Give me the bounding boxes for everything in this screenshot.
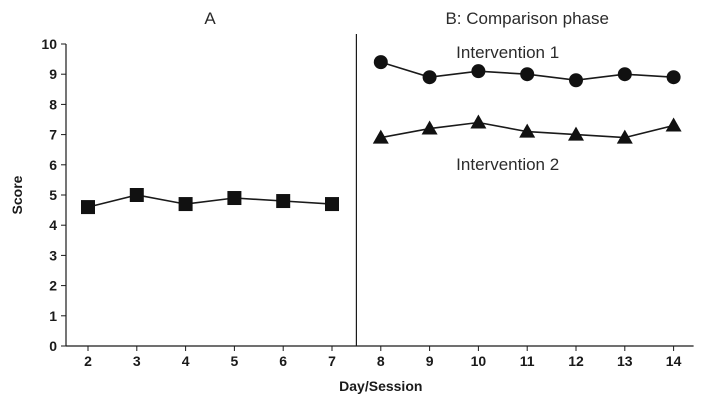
y-tick-label: 10 xyxy=(41,36,57,52)
series-label-intervention-1: Intervention 1 xyxy=(456,43,559,62)
y-tick-label: 3 xyxy=(49,247,57,263)
y-tick-label: 9 xyxy=(49,66,57,82)
phase-label-a: A xyxy=(204,9,216,28)
y-tick-label: 1 xyxy=(49,308,57,324)
x-tick-label: 9 xyxy=(426,353,434,369)
x-tick-label: 12 xyxy=(568,353,584,369)
y-tick-label: 0 xyxy=(49,338,57,354)
data-point-triangle xyxy=(568,126,584,141)
series-2 xyxy=(372,114,682,144)
data-point-square xyxy=(325,197,339,212)
data-point-square xyxy=(227,191,242,206)
x-tick-label: 10 xyxy=(471,353,487,369)
axes xyxy=(65,34,694,347)
x-tick-label: 6 xyxy=(279,353,287,369)
x-tick-label: 4 xyxy=(182,353,190,369)
phase-label-b: B: Comparison phase xyxy=(445,9,608,28)
x-tick-label: 2 xyxy=(84,353,92,369)
data-point-triangle xyxy=(421,120,438,135)
series-0 xyxy=(81,188,339,215)
data-point-circle xyxy=(520,67,535,82)
data-point-circle xyxy=(617,67,632,82)
data-point-triangle xyxy=(665,117,682,132)
data-point-circle xyxy=(569,73,583,88)
data-point-triangle xyxy=(616,129,633,144)
data-point-circle xyxy=(666,70,681,85)
y-tick-label: 5 xyxy=(49,187,57,203)
y-tick-label: 8 xyxy=(49,96,57,112)
x-tick-label: 3 xyxy=(133,353,141,369)
x-tick-label: 5 xyxy=(231,353,239,369)
y-tick-label: 7 xyxy=(49,127,57,143)
data-point-circle xyxy=(422,70,437,85)
data-point-square xyxy=(81,200,95,215)
data-point-triangle xyxy=(519,123,536,138)
data-point-circle xyxy=(373,55,388,70)
data-point-square xyxy=(129,188,144,202)
series-label-intervention-2: Intervention 2 xyxy=(456,155,559,174)
data-point-square xyxy=(276,194,291,209)
y-ticks: 0 1 2 3 4 5 6 7 8 9 10 xyxy=(41,36,66,354)
y-tick-label: 4 xyxy=(49,217,57,233)
data-point-circle xyxy=(471,64,486,79)
y-axis-title: Score xyxy=(9,175,25,214)
data-point-triangle xyxy=(372,129,389,144)
x-tick-label: 13 xyxy=(617,353,633,369)
data-point-triangle xyxy=(470,114,487,129)
x-tick-label: 8 xyxy=(377,353,385,369)
data-point-square xyxy=(178,197,193,212)
x-tick-label: 14 xyxy=(666,353,682,369)
x-tick-label: 11 xyxy=(520,353,535,369)
x-ticks: 2 3 4 5 6 7 8 9 10 11 12 13 14 xyxy=(84,346,682,369)
series-layer xyxy=(81,55,682,215)
series-line xyxy=(87,194,333,208)
y-tick-label: 2 xyxy=(49,278,57,294)
series-1 xyxy=(373,55,681,88)
x-tick-label: 7 xyxy=(328,353,336,369)
x-axis-title: Day/Session xyxy=(339,378,422,394)
y-tick-label: 6 xyxy=(49,157,57,173)
